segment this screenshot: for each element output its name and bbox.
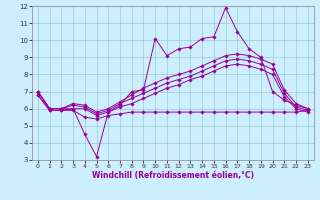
X-axis label: Windchill (Refroidissement éolien,°C): Windchill (Refroidissement éolien,°C) [92,171,254,180]
